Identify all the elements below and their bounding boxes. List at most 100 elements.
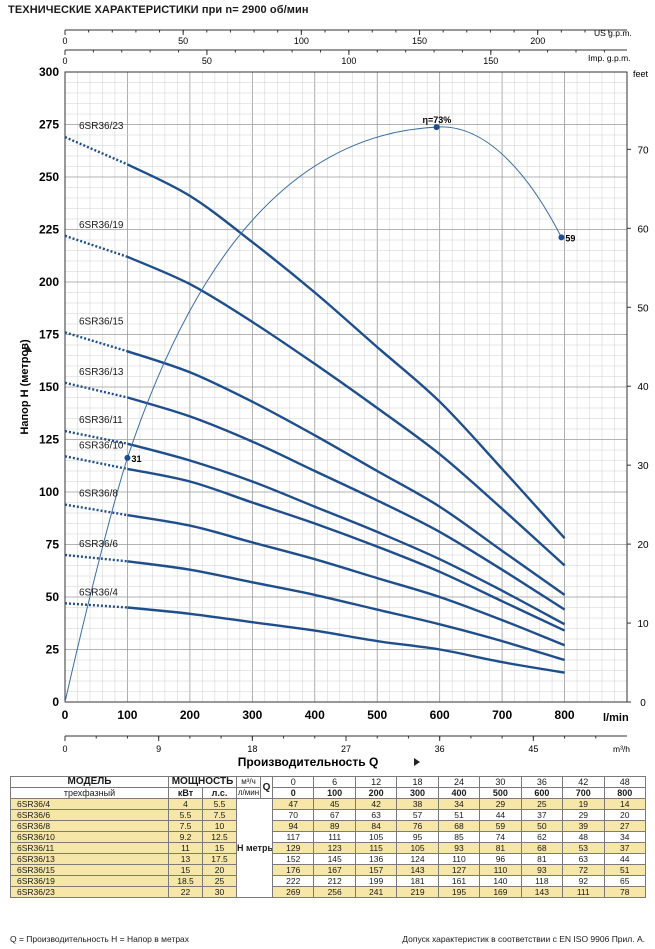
head-value: 62 [520,831,564,843]
q-m3h-value: 24 [437,776,481,788]
head-value: 105 [396,842,439,854]
power-header: МОЩНОСТЬ [167,776,238,788]
kw-cell: 7.5 [168,820,203,832]
head-value: 68 [437,820,481,832]
head-value: 169 [479,886,522,898]
y-tick-label: 300 [39,65,59,79]
y-tick-label: 175 [39,328,59,342]
chart-grid [64,71,628,703]
m3h-tick-label: 9 [156,744,161,754]
impgpm-tick-label: 150 [483,56,498,66]
x-tick-label: 0 [62,708,69,722]
usgpm-tick-label: 100 [294,36,309,46]
footer-legend: Q = Производительность H = Напор в метра… [10,934,190,944]
q-lmin-value: 500 [479,787,522,799]
head-value: 38 [396,798,439,810]
series-label: 6SR36/11 [79,415,123,426]
m3h-unit: m³/h [613,744,630,754]
head-value: 67 [313,809,356,821]
head-value: 29 [562,809,605,821]
head-value: 93 [520,864,564,876]
q-lmin-value: 400 [437,787,481,799]
q-lmin-value: 0 [272,787,315,799]
head-value: 145 [313,853,356,865]
curve-dotted-6sr36-13 [64,381,128,399]
efficiency-point [433,124,440,131]
curve-dotted-6sr36-15 [64,331,128,353]
head-value: 143 [396,864,439,876]
model-cell: 6SR36/19 [10,875,169,887]
head-value: 34 [603,831,647,843]
hp-cell: 30 [201,886,238,898]
impgpm-tick-label: 0 [62,56,67,66]
head-value: 34 [437,798,481,810]
x-tick-label: 200 [180,708,200,722]
q-m3h-unit: м³/ч [236,776,262,788]
model-cell: 6SR36/8 [10,820,169,832]
usgpm-tick-label: 0 [62,36,67,46]
table-row: 6SR36/10 9.2 12.5 117 111 105 95 85 74 62 48 34 [10,831,647,843]
head-value: 44 [479,809,522,821]
head-value: 129 [272,842,315,854]
head-value: 115 [354,842,398,854]
curve-6sr36-15 [127,350,566,596]
y-axis-label: Напор H (метров) [19,339,31,435]
head-value: 157 [354,864,398,876]
head-value: 53 [562,842,605,854]
head-value: 136 [354,853,398,865]
hp-cell: 25 [201,875,238,887]
x-tick-label: 100 [117,708,137,722]
model-cell: 6SR36/4 [10,798,169,810]
head-value: 48 [562,831,605,843]
q-lmin-value: 100 [313,787,356,799]
head-value: 269 [272,886,315,898]
curve-dotted-6sr36-19 [64,234,128,258]
head-value: 222 [272,875,315,887]
head-value: 25 [520,798,564,810]
head-value: 195 [437,886,481,898]
efficiency-point [558,234,565,241]
head-value: 181 [396,875,439,887]
q-m3h-value: 6 [313,776,356,788]
head-value: 84 [354,820,398,832]
curve-dotted-6sr36-23 [64,136,128,166]
series-label: 6SR36/23 [79,121,124,132]
head-value: 70 [272,809,315,821]
efficiency-label: 31 [131,454,141,464]
q-m3h-value: 48 [603,776,647,788]
head-value: 78 [603,886,647,898]
model-cell: 6SR36/11 [10,842,169,854]
head-value: 123 [313,842,356,854]
head-value: 81 [479,842,522,854]
head-value: 81 [520,853,564,865]
head-value: 111 [562,886,605,898]
usgpm-tick-label: 150 [412,36,427,46]
feet-tick-label: 10 [637,619,649,630]
kw-cell: 11 [168,842,203,854]
chart-curves [64,136,566,674]
x-axis-label: Производительность Q [238,755,379,769]
kw-cell: 22 [168,886,203,898]
table-row: 6SR36/6 5.5 7.5 70 67 63 57 51 44 37 29 20 [10,809,647,821]
head-value: 93 [437,842,481,854]
head-value: 143 [520,886,564,898]
curve-6sr36-23 [126,163,566,540]
head-value: 124 [396,853,439,865]
y-tick-label: 275 [39,118,59,132]
head-value: 167 [313,864,356,876]
m3h-tick-label: 45 [528,744,538,754]
hp-cell: 12.5 [201,831,238,843]
head-value: 140 [479,875,522,887]
curve-6sr36-6 [127,560,565,662]
hp-cell: 10 [201,820,238,832]
series-label: 6SR36/13 [79,367,124,378]
head-value: 47 [272,798,315,810]
efficiency-line [64,126,562,703]
series-label: 6SR36/8 [79,489,118,500]
head-value: 161 [437,875,481,887]
head-value: 92 [562,875,605,887]
head-value: 65 [603,875,647,887]
q-m3h-value: 42 [562,776,605,788]
head-value: 76 [396,820,439,832]
x-tick-label: 400 [305,708,325,722]
